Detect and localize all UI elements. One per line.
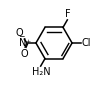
Text: H₂N: H₂N bbox=[32, 66, 51, 77]
Text: O: O bbox=[16, 28, 23, 38]
Text: −: − bbox=[18, 32, 24, 41]
Text: F: F bbox=[64, 9, 70, 19]
Text: N: N bbox=[19, 38, 27, 48]
Text: O: O bbox=[20, 49, 28, 58]
Text: Cl: Cl bbox=[81, 38, 91, 48]
Text: +: + bbox=[25, 39, 31, 44]
